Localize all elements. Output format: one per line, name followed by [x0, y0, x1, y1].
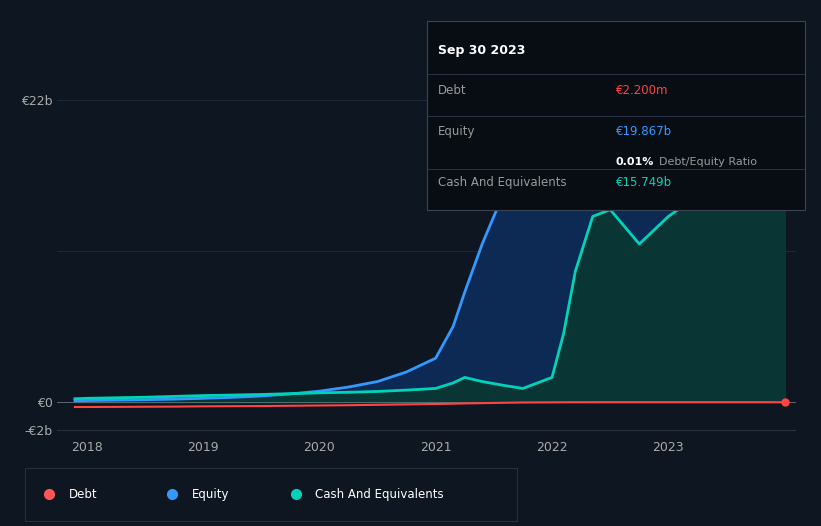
- Text: €19.867b: €19.867b: [616, 125, 672, 138]
- Text: Debt: Debt: [69, 488, 98, 501]
- Text: €2.200m: €2.200m: [616, 84, 668, 97]
- Text: Cash And Equivalents: Cash And Equivalents: [438, 176, 566, 189]
- Text: Sep 30 2023: Sep 30 2023: [438, 44, 525, 57]
- Text: Cash And Equivalents: Cash And Equivalents: [315, 488, 444, 501]
- Text: Equity: Equity: [192, 488, 230, 501]
- Text: Equity: Equity: [438, 125, 475, 138]
- Text: €15.749b: €15.749b: [616, 176, 672, 189]
- Text: Debt/Equity Ratio: Debt/Equity Ratio: [659, 157, 757, 167]
- Text: 0.01%: 0.01%: [616, 157, 654, 167]
- Text: Debt: Debt: [438, 84, 467, 97]
